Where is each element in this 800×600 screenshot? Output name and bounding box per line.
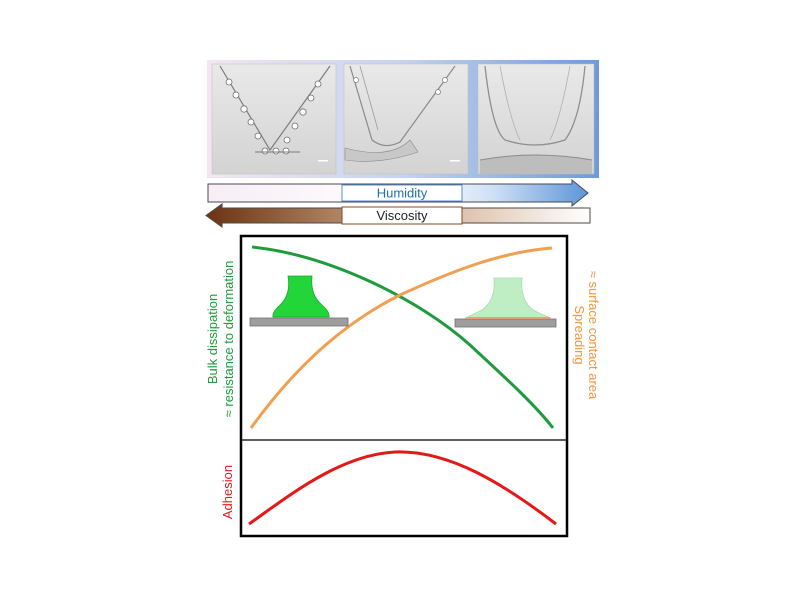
adhesion-axis-label: Adhesion (220, 465, 235, 519)
spreading-curve (249, 246, 553, 429)
contact-area-axis-sublabel: ≈ surface contact area (586, 271, 601, 400)
viscosity-arrow: Viscosity (205, 203, 591, 228)
viscosity-label: Viscosity (376, 208, 428, 223)
bulk-dissipation-axis-label: Bulk dissipation (205, 294, 220, 384)
photo-banner (207, 60, 599, 178)
spreading-axis-label: Spreading (572, 305, 587, 364)
adhesion-curve (248, 450, 557, 526)
low-humidity-droplets-photo (211, 63, 337, 175)
high-humidity-droplets-photo (477, 63, 595, 175)
mid-humidity-droplets-photo (343, 63, 469, 175)
spread-drop-illustration (454, 277, 557, 328)
bulk-dissipation-curve (251, 245, 555, 429)
resistance-axis-sublabel: ≈ resistance to deformation (221, 261, 236, 418)
viscous-drop-illustration (249, 275, 349, 327)
humidity-arrow: Humidity (207, 178, 589, 208)
humidity-label: Humidity (377, 186, 428, 201)
